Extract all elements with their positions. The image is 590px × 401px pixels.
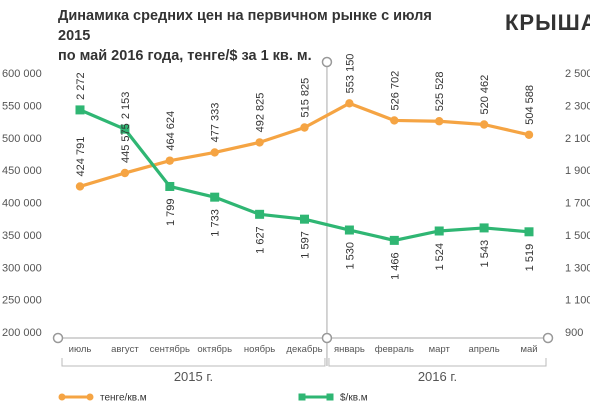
year-group-bracket bbox=[328, 358, 547, 367]
legend-label: тенге/кв.м bbox=[100, 393, 147, 401]
data-point bbox=[165, 181, 175, 191]
year-group-label: 2015 г. bbox=[174, 369, 213, 384]
data-label: 464 624 bbox=[165, 111, 177, 151]
legend: тенге/кв.м $/кв.м bbox=[58, 393, 368, 401]
x-axis-category-label: октябрь bbox=[197, 344, 232, 355]
right-axis-tick-label: 2 500 bbox=[565, 68, 590, 80]
legend-label: $/кв.м bbox=[340, 393, 368, 401]
data-label: 504 588 bbox=[524, 85, 536, 125]
year-divider-axis-marker bbox=[321, 332, 333, 344]
data-label: 525 528 bbox=[434, 71, 446, 111]
data-label: 1 543 bbox=[479, 240, 491, 268]
legend-marker bbox=[298, 393, 306, 401]
year-divider-top-marker bbox=[321, 56, 333, 68]
year-group-label: 2016 г. bbox=[418, 369, 457, 384]
x-axis-category-label: февраль bbox=[375, 344, 414, 355]
right-axis-tick-label: 2 100 bbox=[565, 133, 590, 145]
x-axis-category-label: май bbox=[520, 344, 537, 355]
x-axis-category-label: август bbox=[111, 344, 139, 355]
x-axis-right-end-marker bbox=[542, 332, 554, 344]
data-label: 1 627 bbox=[255, 226, 267, 254]
x-axis-category-label: апрель bbox=[469, 344, 500, 355]
chart-title: Динамика средних цен на первичном рынке … bbox=[58, 6, 458, 66]
data-point bbox=[344, 225, 354, 235]
data-label: 492 825 bbox=[255, 93, 267, 133]
data-point bbox=[165, 156, 174, 165]
data-point bbox=[389, 235, 399, 245]
data-point bbox=[479, 120, 489, 129]
data-point bbox=[524, 227, 534, 237]
series-lines-layer bbox=[75, 99, 534, 245]
data-point bbox=[210, 148, 219, 157]
x-axis-category-label: декабрь bbox=[286, 344, 322, 355]
data-label: 1 466 bbox=[389, 252, 401, 280]
data-label: 2 153 bbox=[120, 92, 132, 120]
data-point bbox=[300, 214, 309, 224]
chart-title-line-1: Динамика средних цен на первичном рынке … bbox=[58, 8, 432, 44]
right-axis-tick-label: 1 300 bbox=[565, 262, 590, 274]
left-axis-tick-label: 350 000 bbox=[2, 230, 42, 242]
data-label: 1 597 bbox=[300, 231, 312, 259]
data-point bbox=[434, 226, 444, 236]
data-label: 445 575 bbox=[120, 123, 132, 163]
data-label: 424 791 bbox=[75, 137, 87, 177]
legend-marker bbox=[326, 393, 334, 401]
left-axis-tick-label: 600 000 bbox=[2, 68, 42, 80]
data-point bbox=[75, 105, 85, 115]
left-axis-tick-label: 400 000 bbox=[2, 198, 42, 210]
year-group-bracket bbox=[61, 358, 326, 367]
right-axis-tick-label: 1 500 bbox=[565, 230, 590, 242]
left-axis-tick-label: 500 000 bbox=[2, 133, 42, 145]
data-point bbox=[479, 223, 489, 233]
right-axis-tick-label: 2 300 bbox=[565, 100, 590, 112]
right-axis-tick-label: 900 bbox=[565, 327, 583, 339]
left-axis-tick-label: 300 000 bbox=[2, 262, 42, 274]
chart-title-line-2: по май 2016 года, тенге/$ за 1 кв. м. bbox=[58, 48, 312, 64]
legend-marker bbox=[58, 393, 66, 401]
x-axis-category-label: сентябрь bbox=[150, 344, 190, 355]
data-point bbox=[75, 182, 85, 191]
data-label: 1 519 bbox=[524, 244, 536, 272]
left-axis-tick-label: 550 000 bbox=[2, 100, 42, 112]
data-label: 1 799 bbox=[165, 198, 177, 226]
right-axis-tick-label: 1 900 bbox=[565, 165, 590, 177]
data-label: 553 150 bbox=[344, 54, 356, 94]
x-axis-category-label: январь bbox=[334, 344, 365, 355]
right-axis-tick-label: 1 100 bbox=[565, 295, 590, 307]
data-point bbox=[210, 192, 220, 202]
data-label: 2 272 bbox=[75, 72, 87, 100]
data-point bbox=[524, 130, 534, 139]
data-point bbox=[345, 99, 354, 108]
data-point bbox=[120, 124, 130, 134]
data-label: 1 733 bbox=[210, 209, 222, 237]
axes-layer: 200 000 250 000 300 000 350 000 400 000 450 0… bbox=[2, 56, 590, 384]
right-axis-tick-label: 1 700 bbox=[565, 198, 590, 210]
x-axis-category-label: ноябрь bbox=[244, 344, 275, 355]
data-point bbox=[255, 138, 264, 147]
data-label: 1 524 bbox=[434, 243, 446, 271]
data-label: 526 702 bbox=[389, 71, 401, 111]
data-point bbox=[435, 117, 444, 126]
legend-marker bbox=[86, 393, 94, 401]
data-point bbox=[390, 116, 399, 125]
data-point bbox=[120, 168, 130, 178]
data-labels-layer: 424 791 445 575 464 624 477 333 492 825 515 8… bbox=[75, 54, 536, 280]
left-axis-tick-label: 200 000 bbox=[2, 327, 42, 339]
krysha-logo: КРЫША bbox=[505, 10, 590, 35]
data-point bbox=[300, 123, 309, 132]
data-label: 1 530 bbox=[344, 242, 356, 270]
left-axis-tick-label: 450 000 bbox=[2, 165, 42, 177]
data-label: 515 825 bbox=[300, 78, 312, 118]
data-label: 477 333 bbox=[210, 103, 222, 143]
x-axis-category-label: июль bbox=[69, 344, 92, 355]
x-axis-left-end-marker bbox=[52, 332, 64, 344]
left-axis-tick-label: 250 000 bbox=[2, 295, 42, 307]
data-label: 520 462 bbox=[479, 75, 491, 115]
x-axis-category-label: март bbox=[429, 344, 451, 355]
data-point bbox=[255, 209, 265, 219]
